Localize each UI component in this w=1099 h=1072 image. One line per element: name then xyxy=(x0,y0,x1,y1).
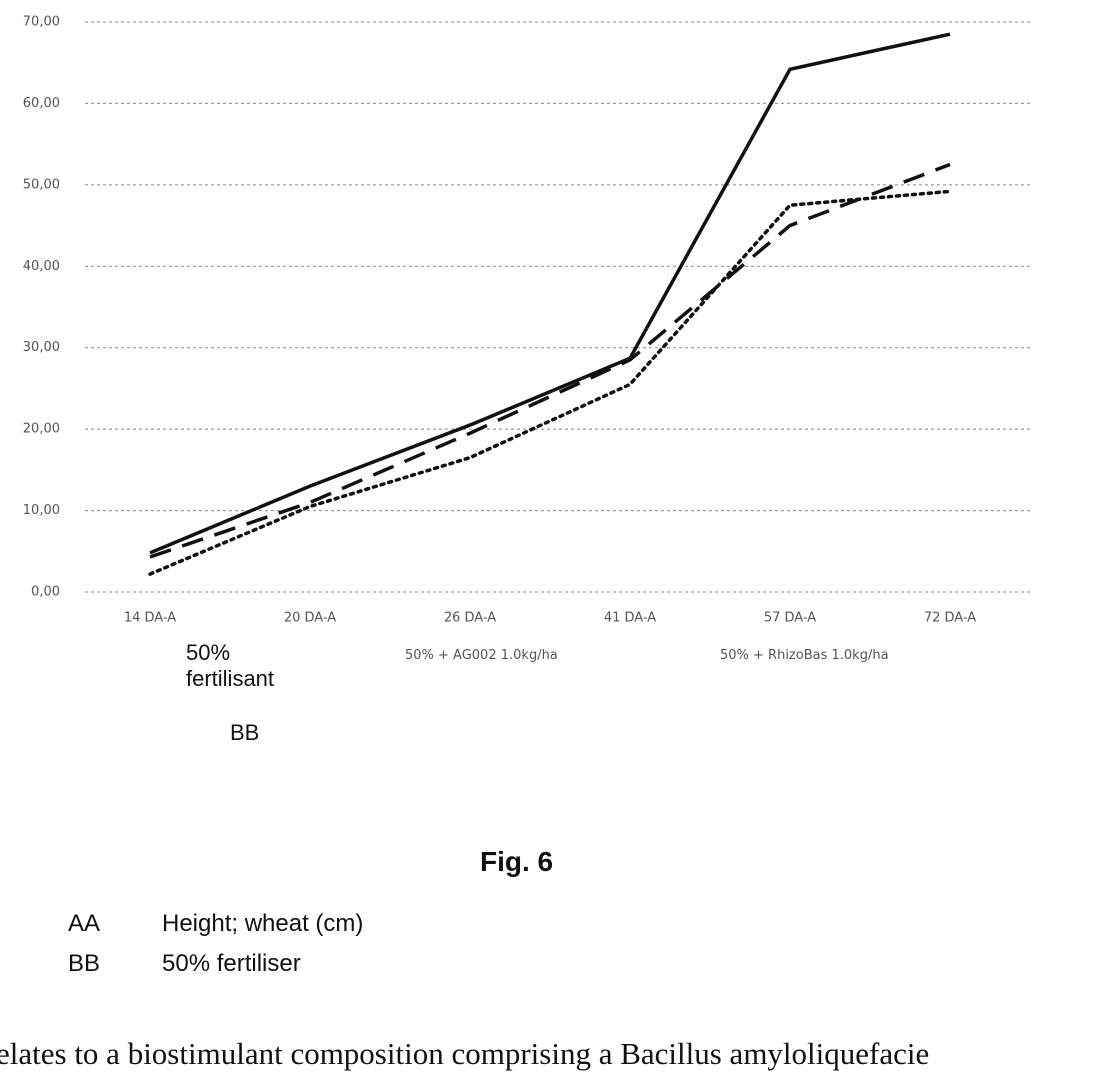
y-tick-label: 70,00 xyxy=(23,15,60,30)
key-text: Height; wheat (cm) xyxy=(162,910,363,938)
legend-label: 50% + RhizoBas 1.0kg/ha xyxy=(720,648,889,663)
x-tick-label: 72 DA-A xyxy=(924,611,976,626)
key-text: 50% fertiliser xyxy=(162,950,301,978)
legend-label: 50% fertilisant xyxy=(186,640,306,692)
legend-text: 50% fertilisant xyxy=(186,640,274,691)
key-code: AA xyxy=(68,910,100,938)
x-tick-label: 14 DA-A xyxy=(124,611,176,626)
y-tick-label: 10,00 xyxy=(23,503,60,518)
key-code: BB xyxy=(68,950,100,978)
series-line xyxy=(150,34,950,553)
body-text: elates to a biostimulant composition com… xyxy=(0,1036,929,1072)
annotation: BB xyxy=(230,720,259,746)
series-line xyxy=(150,191,950,574)
x-tick-label: 20 DA-A xyxy=(284,611,336,626)
y-tick-label: 40,00 xyxy=(23,259,60,274)
legend-label: 50% + AG002 1.0kg/ha xyxy=(405,648,558,663)
y-tick-label: 30,00 xyxy=(23,340,60,355)
x-tick-label: 26 DA-A xyxy=(444,611,496,626)
y-tick-label: 20,00 xyxy=(23,422,60,437)
x-tick-label: 57 DA-A xyxy=(764,611,816,626)
x-tick-label: 41 DA-A xyxy=(604,611,656,626)
series-line xyxy=(150,165,950,557)
figure-label: Fig. 6 xyxy=(480,846,553,878)
chart: 0,00 10,00 20,00 30,00 40,00 50,00 60,00 70,00 1… xyxy=(0,0,1099,640)
y-tick-label: 0,00 xyxy=(31,585,60,600)
y-tick-label: 50,00 xyxy=(23,177,60,192)
y-tick-label: 60,00 xyxy=(23,96,60,111)
